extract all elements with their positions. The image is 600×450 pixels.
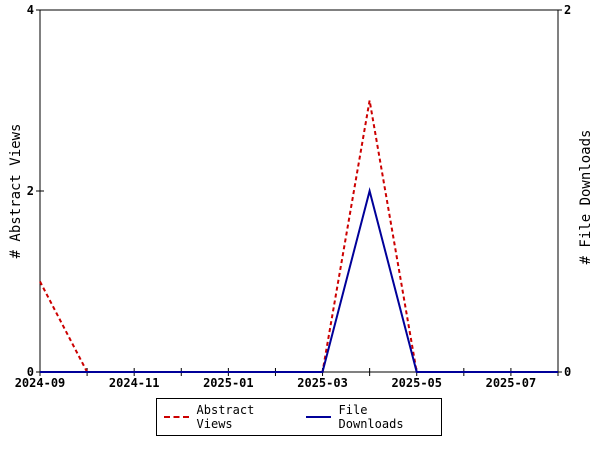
x-tick-label: 2025-03 [297,376,348,390]
legend-label-abstract-views: Abstract Views [196,403,255,431]
x-tick-label: 2024-09 [15,376,66,390]
plot-area [39,9,559,373]
left-y-tick-label: 0 [27,365,34,379]
x-axis-ticks: 2024-09 2024-11 2025-01 2025-03 2025-05 2025-… [15,368,559,390]
legend-item-file-downloads: File Downloads [306,403,434,431]
left-axis-label: # Abstract Views [8,124,24,259]
x-tick-label: 2024-11 [109,376,160,390]
right-y-tick-label: 2 [564,3,571,17]
series-line-file-downloads [40,187,558,373]
left-y-tick-label: 4 [27,3,34,17]
x-tick-label: 2025-07 [486,376,537,390]
x-tick-label: 2025-05 [391,376,442,390]
legend-item-abstract-views: Abstract Views [164,403,292,431]
legend-swatch-file-downloads [306,416,331,418]
legend-swatch-abstract-views [164,416,189,418]
left-y-tick-label: 2 [27,184,34,198]
right-axis-label: # File Downloads [578,130,594,265]
legend: Abstract Views File Downloads [156,398,442,436]
x-tick-label: 2025-01 [203,376,254,390]
right-y-tick-label: 0 [564,365,571,379]
series-layer [39,100,558,373]
legend-label-file-downloads: File Downloads [338,403,404,431]
